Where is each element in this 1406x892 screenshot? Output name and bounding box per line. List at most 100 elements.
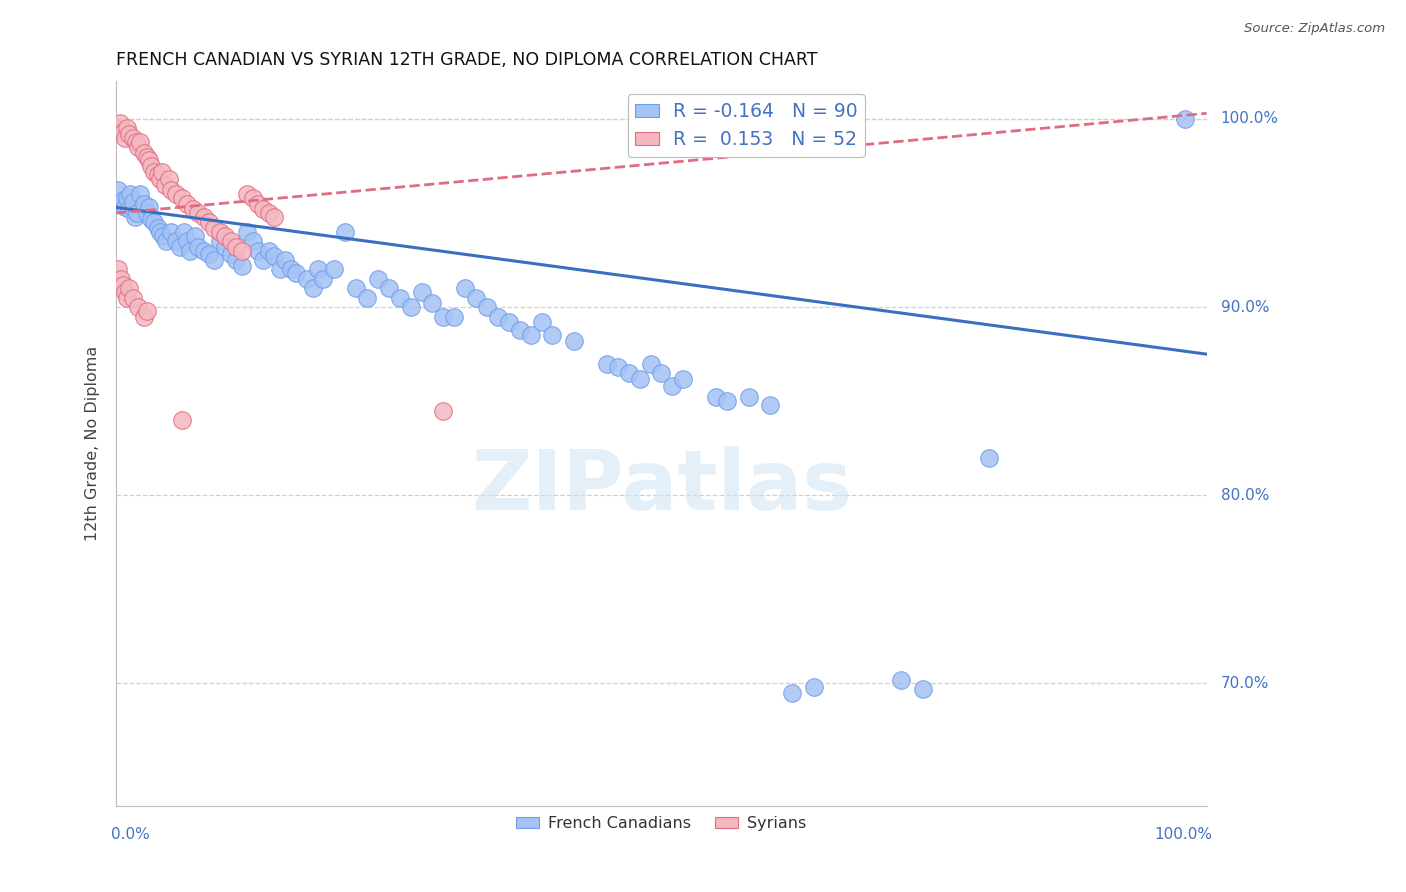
- Point: [378, 281, 401, 295]
- Point: [562, 334, 585, 348]
- Point: [225, 253, 247, 268]
- Point: [157, 172, 180, 186]
- Point: [295, 272, 318, 286]
- Point: [247, 244, 270, 258]
- Point: [187, 240, 209, 254]
- Point: [782, 686, 804, 700]
- Point: [173, 225, 195, 239]
- Point: [269, 262, 291, 277]
- Point: [323, 262, 346, 277]
- Point: [307, 262, 329, 277]
- Point: [120, 187, 142, 202]
- Point: [432, 403, 454, 417]
- Point: [165, 187, 187, 202]
- Point: [301, 281, 323, 295]
- Point: [150, 164, 173, 178]
- Point: [541, 328, 564, 343]
- Point: [509, 323, 531, 337]
- Point: [198, 247, 221, 261]
- Point: [399, 300, 422, 314]
- Point: [257, 206, 280, 220]
- Point: [111, 125, 134, 139]
- Point: [170, 191, 193, 205]
- Point: [242, 191, 264, 205]
- Point: [640, 357, 662, 371]
- Point: [231, 244, 253, 258]
- Point: [141, 159, 163, 173]
- Point: [149, 172, 172, 186]
- Point: [115, 121, 138, 136]
- Point: [252, 202, 274, 217]
- Point: [236, 187, 259, 202]
- Point: [111, 193, 134, 207]
- Point: [759, 398, 782, 412]
- Point: [198, 215, 221, 229]
- Point: [219, 247, 242, 261]
- Point: [121, 130, 143, 145]
- Point: [285, 266, 308, 280]
- Point: [335, 225, 357, 239]
- Point: [118, 127, 141, 141]
- Point: [596, 357, 619, 371]
- Point: [628, 371, 651, 385]
- Point: [704, 391, 727, 405]
- Text: 100.0%: 100.0%: [1154, 828, 1212, 842]
- Text: 0.0%: 0.0%: [111, 828, 149, 842]
- Text: 80.0%: 80.0%: [1220, 488, 1268, 503]
- Point: [356, 291, 378, 305]
- Y-axis label: 12th Grade, No Diploma: 12th Grade, No Diploma: [86, 346, 100, 541]
- Point: [475, 300, 498, 314]
- Point: [129, 187, 152, 202]
- Point: [111, 277, 134, 292]
- Point: [498, 315, 520, 329]
- Point: [146, 169, 169, 183]
- Point: [118, 281, 141, 295]
- Point: [661, 379, 683, 393]
- Point: [124, 210, 146, 224]
- Point: [247, 196, 270, 211]
- Text: 90.0%: 90.0%: [1220, 300, 1270, 315]
- Text: 70.0%: 70.0%: [1220, 676, 1268, 691]
- Point: [107, 184, 129, 198]
- Point: [138, 153, 160, 168]
- Point: [110, 196, 132, 211]
- Point: [159, 225, 181, 239]
- Point: [716, 394, 738, 409]
- Point: [141, 211, 163, 226]
- Point: [344, 281, 367, 295]
- Point: [890, 673, 912, 687]
- Text: ZIPatlas: ZIPatlas: [471, 447, 852, 527]
- Point: [193, 244, 215, 258]
- Point: [125, 135, 148, 149]
- Point: [159, 184, 181, 198]
- Point: [312, 272, 335, 286]
- Text: Source: ZipAtlas.com: Source: ZipAtlas.com: [1244, 22, 1385, 36]
- Point: [202, 253, 225, 268]
- Point: [176, 196, 198, 211]
- Point: [252, 253, 274, 268]
- Point: [465, 291, 488, 305]
- Point: [149, 225, 172, 239]
- Point: [274, 253, 297, 268]
- Point: [146, 221, 169, 235]
- Point: [242, 234, 264, 248]
- Point: [170, 413, 193, 427]
- Point: [443, 310, 465, 324]
- Point: [176, 234, 198, 248]
- Point: [132, 145, 155, 160]
- Point: [118, 202, 141, 217]
- Point: [114, 201, 136, 215]
- Point: [129, 135, 152, 149]
- Point: [432, 310, 454, 324]
- Point: [672, 371, 695, 385]
- Point: [107, 262, 129, 277]
- Point: [105, 121, 128, 136]
- Point: [138, 201, 160, 215]
- Point: [155, 234, 177, 248]
- Point: [803, 680, 825, 694]
- Point: [208, 234, 231, 248]
- Point: [263, 249, 285, 263]
- Point: [650, 366, 672, 380]
- Point: [135, 206, 157, 220]
- Point: [108, 116, 131, 130]
